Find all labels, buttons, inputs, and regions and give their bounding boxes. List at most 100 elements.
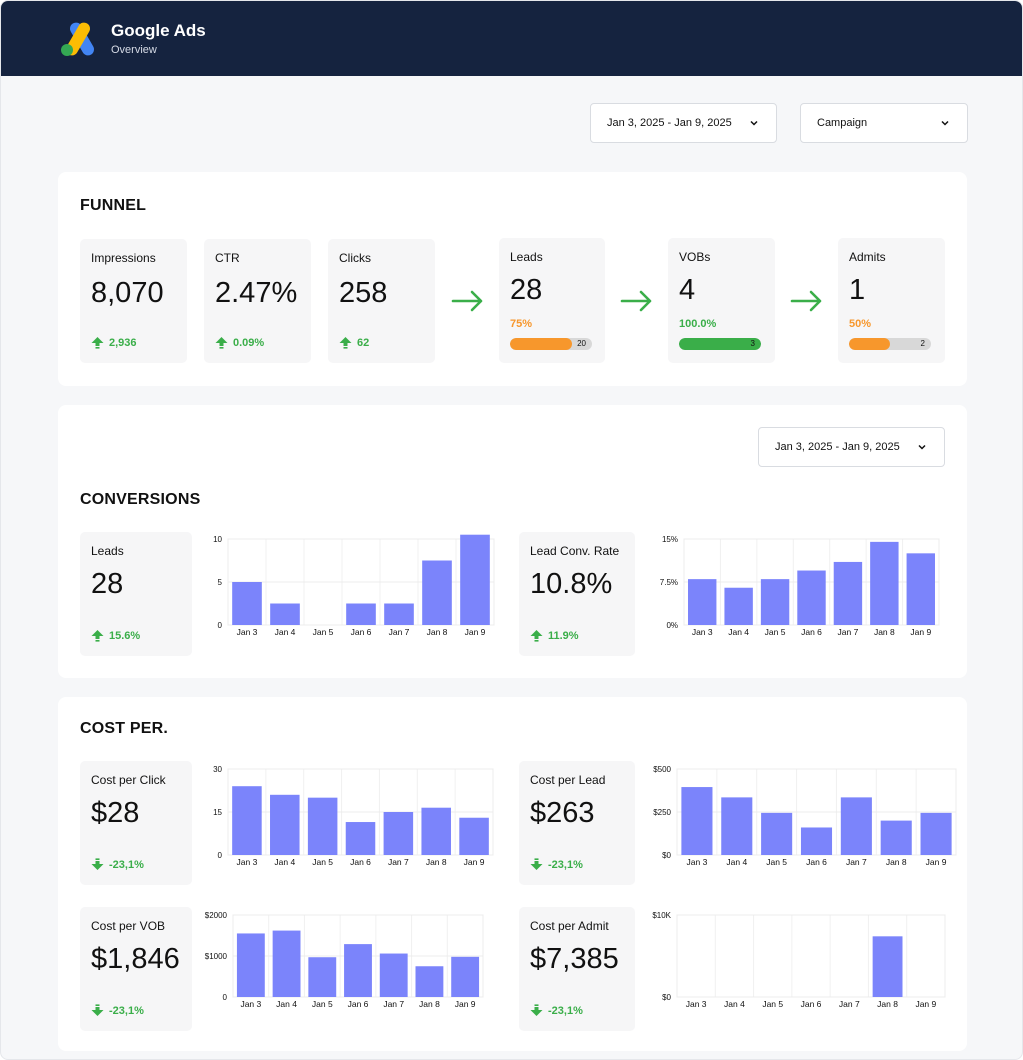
chevron-down-icon — [941, 120, 949, 126]
kpi-label: Cost per Lead — [530, 773, 606, 787]
kpi-tile-leads: Leads 28 15.6% — [80, 532, 192, 656]
metric-label: CTR — [215, 251, 240, 265]
chevron-down-icon — [750, 120, 758, 126]
metric-delta: 0.09% — [215, 336, 264, 349]
google-ads-logo-icon — [61, 22, 94, 56]
metric-delta-value: 0.09% — [233, 336, 265, 349]
stage-value: 4 — [679, 274, 696, 306]
x-tick-label: Jan 4 — [728, 627, 749, 637]
kpi-delta: 15.6% — [91, 629, 140, 642]
x-tick-label: Jan 5 — [312, 857, 333, 867]
kpi-tile-lead-conv-rate: Lead Conv. Rate 10.8% 11.9% — [519, 532, 635, 656]
stage-percent: 50% — [849, 318, 872, 330]
x-tick-label: Jan 8 — [426, 857, 447, 867]
x-tick-label: Jan 6 — [348, 999, 369, 1009]
bar — [797, 570, 826, 625]
arrow-up-icon — [215, 337, 228, 349]
bar — [270, 794, 300, 855]
bar — [383, 812, 414, 855]
metric-value: 2.47% — [215, 277, 298, 309]
kpi-value: $7,385 — [530, 943, 619, 975]
x-tick-label: Jan 8 — [427, 627, 448, 637]
stage-count: 2 — [920, 339, 925, 348]
kpi-delta: -23,1% — [530, 1004, 583, 1017]
kpi-value: $1,846 — [91, 943, 180, 975]
funnel-title: FUNNEL — [80, 197, 147, 214]
kpi-label: Cost per VOB — [91, 919, 166, 933]
conversions-card: Jan 3, 2025 - Jan 9, 2025 CONVERSIONS Le… — [58, 405, 967, 678]
bar — [880, 820, 912, 855]
bar — [308, 957, 337, 997]
progress-fill — [510, 338, 572, 350]
cost-per-lead-bar-chart: $0 $250 $500 Jan 3 Jan 4 Jan 5 Jan 6 Jan 7 Jan 8… — [647, 765, 958, 875]
arrow-up-icon — [91, 630, 104, 642]
x-tick-label: Jan 3 — [687, 857, 708, 867]
y-tick-label: 7.5% — [660, 578, 678, 587]
cost-per-vob-bar-chart: 0 $1000 $2000 Jan 3 Jan 4 Jan 5 Jan 6 Jan 7 Jan … — [198, 911, 485, 1017]
x-tick-label: Jan 7 — [838, 627, 859, 637]
bar — [724, 587, 753, 625]
y-tick-label: $1000 — [205, 952, 228, 961]
metric-tile-ctr: CTR 2.47% 0.09% — [204, 239, 311, 363]
bar — [761, 812, 793, 855]
conversions-date-dropdown[interactable]: Jan 3, 2025 - Jan 9, 2025 — [758, 427, 945, 467]
kpi-tile-cost-per-vob: Cost per VOB $1,846 -23,1% — [80, 907, 192, 1031]
stage-value: 1 — [849, 274, 866, 306]
kpi-label: Lead Conv. Rate — [530, 544, 620, 558]
chart-svg: 0 15 30 Jan 3 Jan 4 Jan 5 Jan 6 Jan 7 Jan 8 Jan 9 — [213, 765, 494, 867]
bar — [421, 807, 451, 855]
kpi-delta: -23,1% — [91, 858, 144, 871]
y-tick-label: 15 — [213, 808, 222, 817]
x-tick-label: Jan 5 — [766, 857, 787, 867]
date-range-label: Jan 3, 2025 - Jan 9, 2025 — [607, 117, 732, 129]
arrow-up-icon — [339, 337, 352, 349]
campaign-label: Campaign — [817, 117, 868, 129]
stage-label: Admits — [849, 250, 886, 264]
bar — [236, 933, 265, 997]
bar — [760, 579, 790, 625]
bar — [920, 812, 952, 855]
kpi-delta: -23,1% — [91, 1004, 144, 1017]
date-range-label: Jan 3, 2025 - Jan 9, 2025 — [775, 441, 900, 453]
kpi-value: $28 — [91, 797, 140, 829]
stage-count: 3 — [750, 339, 755, 348]
x-tick-label: Jan 5 — [313, 627, 334, 637]
bar — [307, 797, 338, 855]
y-tick-label: $0 — [662, 993, 671, 1002]
bar — [345, 822, 376, 855]
date-range-dropdown[interactable]: Jan 3, 2025 - Jan 9, 2025 — [590, 103, 777, 143]
bar — [460, 534, 490, 625]
arrow-right-icon — [451, 290, 483, 312]
bar — [270, 603, 300, 625]
kpi-tile-cost-per-lead: Cost per Lead $263 -23,1% — [519, 761, 635, 885]
bar — [344, 944, 372, 997]
kpi-value: 10.8% — [530, 568, 613, 600]
x-tick-label: Jan 9 — [455, 999, 476, 1009]
arrow-up-icon — [530, 630, 543, 642]
x-tick-label: Jan 5 — [762, 999, 783, 1009]
y-tick-label: 0 — [223, 993, 228, 1002]
campaign-dropdown[interactable]: Campaign — [800, 103, 968, 143]
progress-fill — [679, 338, 761, 350]
bar — [232, 786, 262, 855]
stage-percent: 75% — [510, 318, 533, 330]
bar — [272, 930, 301, 997]
chart-svg: 0 5 10 Jan 3 Jan 4 Jan 5 Jan 6 Jan 7 Jan 8 Jan 9 — [213, 534, 495, 637]
x-tick-label: Jan 7 — [846, 857, 867, 867]
y-tick-label: 0 — [218, 851, 223, 860]
y-tick-label: $10K — [652, 911, 671, 920]
bar — [422, 560, 452, 625]
y-tick-label: 0 — [218, 621, 223, 630]
x-tick-label: Jan 4 — [726, 857, 747, 867]
cost-per-admit-bar-chart: $0 $10K Jan 3 Jan 4 Jan 5 Jan 6 Jan 7 Jan 8 Jan … — [645, 911, 947, 1017]
bar — [346, 603, 376, 625]
metric-label: Impressions — [91, 251, 156, 265]
app-subtitle: Overview — [111, 44, 157, 56]
y-tick-label: $2000 — [205, 911, 228, 920]
bar — [459, 817, 489, 855]
x-tick-label: Jan 3 — [237, 857, 258, 867]
bar — [451, 956, 480, 997]
x-tick-label: Jan 8 — [877, 999, 898, 1009]
cost-per-title: COST PER. — [80, 720, 169, 737]
metric-delta-value: 62 — [357, 336, 370, 349]
